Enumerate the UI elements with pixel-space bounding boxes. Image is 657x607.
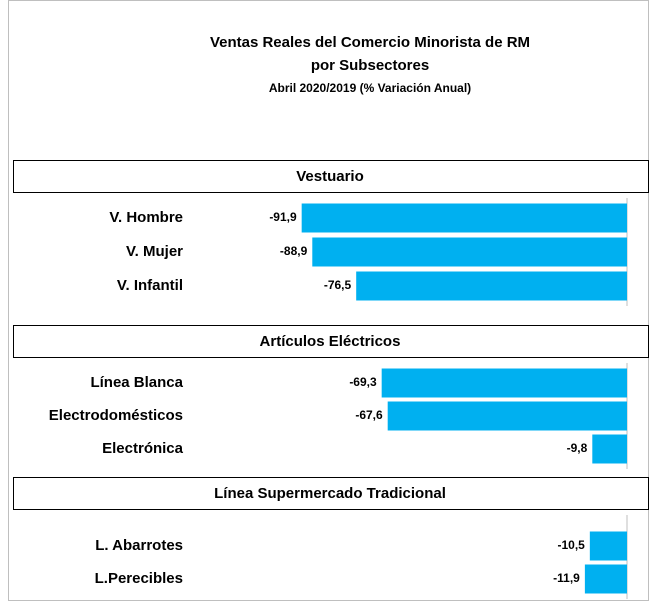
bar xyxy=(312,237,627,267)
category-label: Línea Blanca xyxy=(90,374,183,391)
group-header: Vestuario xyxy=(296,168,364,185)
category-label: V. Hombre xyxy=(109,209,183,226)
category-label: V. Mujer xyxy=(126,243,183,260)
category-label: Electrónica xyxy=(102,440,184,457)
value-label: -69,3 xyxy=(349,375,377,389)
group-header-box xyxy=(13,325,649,358)
bar xyxy=(381,368,627,398)
chart-title: Ventas Reales del Comercio Minorista de … xyxy=(210,34,530,51)
group-header: Artículos Eléctricos xyxy=(260,333,401,350)
value-label: -11,9 xyxy=(553,571,580,585)
value-label: -9,8 xyxy=(567,441,588,455)
value-label: -67,6 xyxy=(355,408,383,422)
bar xyxy=(584,564,627,594)
chart-subtitle: Abril 2020/2019 (% Variación Anual) xyxy=(269,81,471,95)
value-label: -76,5 xyxy=(324,278,352,292)
bar xyxy=(387,401,627,431)
frame xyxy=(8,0,649,601)
chart-title: por Subsectores xyxy=(311,57,429,74)
bar xyxy=(301,203,627,233)
category-label: Electrodomésticos xyxy=(49,407,183,424)
category-label: V. Infantil xyxy=(117,277,183,294)
group-header-box xyxy=(13,160,649,193)
value-label: -10,5 xyxy=(557,538,585,552)
category-label: L.Perecibles xyxy=(95,570,183,587)
group-header-box xyxy=(13,477,649,510)
bar xyxy=(356,271,627,301)
bar xyxy=(589,531,627,561)
value-label: -88,9 xyxy=(280,244,308,258)
bar xyxy=(592,434,627,464)
value-label: -91,9 xyxy=(269,210,297,224)
category-label: L. Abarrotes xyxy=(95,537,183,554)
group-header: Línea Supermercado Tradicional xyxy=(214,485,446,502)
